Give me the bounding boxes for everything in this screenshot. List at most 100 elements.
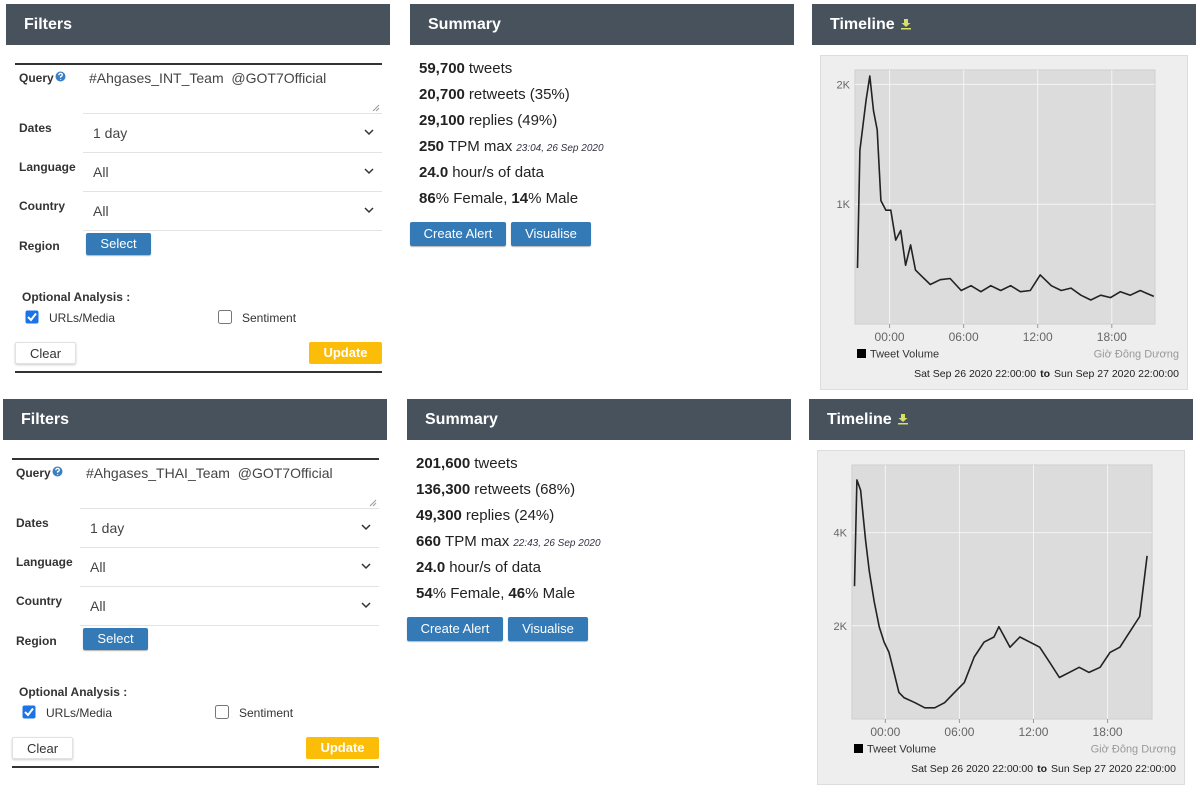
divider <box>83 230 382 231</box>
help-mark <box>55 467 60 475</box>
field-label: Query <box>16 466 51 480</box>
select-value[interactable]: All <box>90 598 106 614</box>
field-label: Language <box>16 555 73 569</box>
chevron <box>364 207 374 214</box>
chevron-line <box>364 129 374 136</box>
select-value[interactable]: 1 day <box>93 125 128 141</box>
summary-text: 59,700 <box>419 60 465 77</box>
field-label: Region <box>19 239 60 253</box>
divider <box>15 371 382 373</box>
chevron <box>364 129 374 136</box>
help-icon <box>55 71 66 82</box>
update-button[interactable]: Update <box>306 737 379 759</box>
date-range: Sat Sep 26 2020 22:00:00 to Sun Sep 27 202… <box>914 368 1179 380</box>
timezone: Giờ Đông Dương <box>1094 349 1179 361</box>
region-button[interactable]: Select <box>86 233 151 255</box>
summary-text: TPM max <box>445 533 510 550</box>
summary-text: 660 <box>416 533 442 550</box>
summary-line: 20,700 retweets (35%) <box>419 82 570 108</box>
summary-button[interactable]: Visualise <box>508 617 588 641</box>
select-value[interactable]: 1 day <box>90 520 125 536</box>
panel-title: Timeline <box>830 16 895 33</box>
field-label: Dates <box>16 516 49 530</box>
summary-text: 46 <box>508 585 526 602</box>
summary-button[interactable]: Create Alert <box>410 222 506 246</box>
query-input[interactable]: #Ahgases_INT_Team @GOT7Official <box>89 70 327 86</box>
summary-line: 59,700 tweets <box>419 56 512 82</box>
help-icon <box>52 466 63 477</box>
checkbox-label[interactable]: Sentiment <box>239 706 294 720</box>
range-join: to <box>1040 368 1050 380</box>
field-label: Language <box>19 160 76 174</box>
checkbox[interactable] <box>22 705 36 719</box>
chart: 2K 4K 00:00 06:00 12:00 18:00 Tweet Volume Giờ … <box>817 450 1185 785</box>
range-end: Sun Sep 27 2020 22:00:00 <box>1051 763 1176 775</box>
select-value[interactable]: All <box>93 203 109 219</box>
checkbox-label[interactable]: URLs/Media <box>49 311 116 325</box>
summary-text: replies (24%) <box>465 507 555 524</box>
divider <box>12 458 379 460</box>
divider <box>83 191 382 192</box>
download-icon[interactable] <box>897 413 909 425</box>
divider <box>15 63 382 65</box>
summary-text: hour/s of data <box>452 164 544 181</box>
checkbox[interactable] <box>218 310 232 324</box>
date-range: Sat Sep 26 2020 22:00:00 to Sun Sep 27 202… <box>911 763 1176 775</box>
legend-swatch <box>857 349 866 358</box>
summary-line: 49,300 replies (24%) <box>416 503 554 529</box>
summary-text: 250 <box>419 138 445 155</box>
summary-text: % Female, <box>432 585 505 602</box>
summary-line: 136,300 retweets (68%) <box>416 477 575 503</box>
summary-text: tweets <box>468 60 513 77</box>
timezone: Giờ Đông Dương <box>1091 744 1176 756</box>
summary-button[interactable]: Create Alert <box>407 617 503 641</box>
x-tick-label: 12:00 <box>1023 330 1053 344</box>
summary-line: 24.0 hour/s of data <box>419 160 544 186</box>
summary-text: 24.0 <box>416 559 446 576</box>
clear-button[interactable]: Clear <box>15 342 76 364</box>
summary-line: 29,100 replies (49%) <box>419 108 557 134</box>
chevron <box>361 602 371 609</box>
query-input[interactable]: #Ahgases_THAI_Team @GOT7Official <box>86 465 333 481</box>
x-tick-label: 00:00 <box>875 330 905 344</box>
y-tick-label: 2K <box>834 621 848 633</box>
summary-text: retweets (68%) <box>474 481 576 498</box>
section-label: Optional Analysis : <box>22 290 131 304</box>
plot-area <box>851 464 1153 720</box>
checkbox-label[interactable]: URLs/Media <box>46 706 113 720</box>
checkbox[interactable] <box>215 705 229 719</box>
field-label: Query <box>19 71 54 85</box>
update-button[interactable]: Update <box>309 342 382 364</box>
resize-handle <box>372 104 380 112</box>
field-label: Country <box>19 199 65 213</box>
summary-text: 29,100 <box>419 112 465 129</box>
data-line <box>853 479 1148 709</box>
summary-line: 201,600 tweets <box>416 451 518 477</box>
summary-button[interactable]: Visualise <box>511 222 591 246</box>
summary-text: replies (49%) <box>468 112 558 129</box>
summary-text: TPM max <box>448 138 513 155</box>
download-arrow <box>900 19 911 30</box>
range-join: to <box>1037 763 1047 775</box>
download-arrow <box>897 414 908 425</box>
checkbox-label[interactable]: Sentiment <box>242 311 297 325</box>
y-tick-label: 4K <box>834 528 848 540</box>
divider <box>80 547 379 548</box>
select-value[interactable]: All <box>93 164 109 180</box>
chevron <box>361 524 371 531</box>
divider <box>80 586 379 587</box>
panel-header: Filters <box>6 4 390 45</box>
resize-lines <box>369 499 377 507</box>
checkbox[interactable] <box>25 310 39 324</box>
legend-label: Tweet Volume <box>870 349 939 361</box>
clear-button[interactable]: Clear <box>12 737 73 759</box>
checkbox-box <box>215 705 229 719</box>
download-icon[interactable] <box>900 18 912 30</box>
checkbox-box <box>25 310 39 324</box>
select-value[interactable]: All <box>90 559 106 575</box>
chevron <box>361 563 371 570</box>
summary-text: 54 <box>416 585 433 602</box>
region-button[interactable]: Select <box>83 628 148 650</box>
panel-header: Summary <box>410 4 794 45</box>
x-tick-label: 00:00 <box>870 725 900 739</box>
